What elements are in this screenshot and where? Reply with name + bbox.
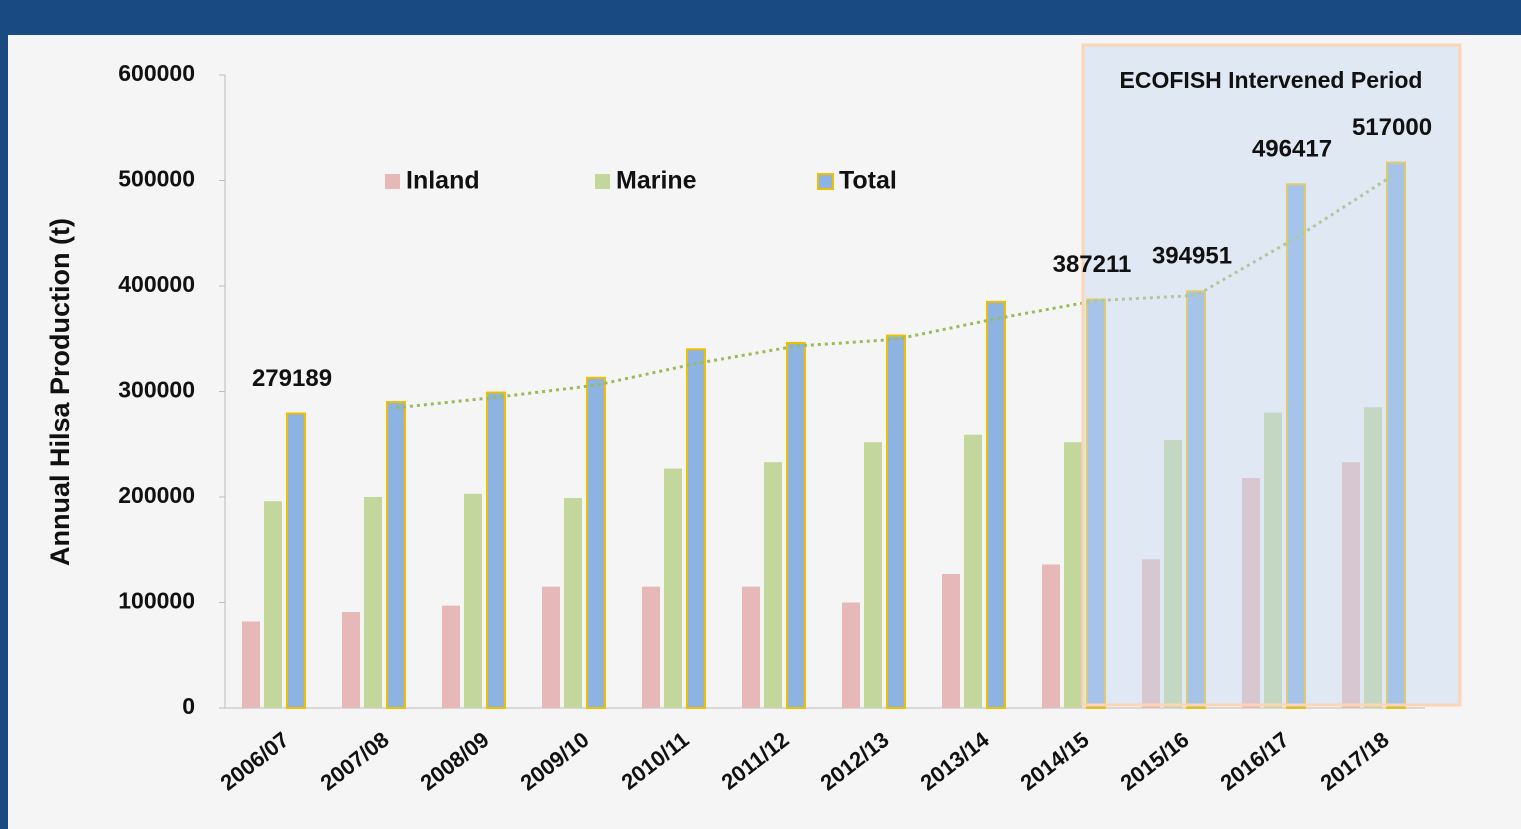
data-label: 496417 (1252, 136, 1332, 163)
bar (542, 586, 560, 708)
bar (464, 493, 482, 708)
bar (942, 574, 960, 708)
y-tick-label: 100000 (118, 588, 195, 614)
bar (842, 602, 860, 708)
bar (1142, 559, 1160, 708)
bar (764, 462, 782, 708)
bar (886, 334, 906, 709)
data-label: 387211 (1053, 251, 1132, 278)
bar (264, 501, 282, 708)
annotation: ECOFISH Intervened Period (1120, 67, 1423, 93)
y-tick-label: 0 (182, 693, 195, 719)
bar (242, 621, 260, 708)
bar (642, 586, 660, 708)
legend-label: Total (839, 167, 897, 195)
bar (1264, 412, 1282, 708)
bar (1386, 161, 1406, 709)
y-tick-label: 600000 (118, 60, 195, 86)
data-label: 394951 (1152, 243, 1232, 270)
y-tick-label: 400000 (118, 271, 195, 297)
bar (1042, 564, 1060, 708)
data-label: 517000 (1352, 114, 1432, 141)
bar (864, 442, 882, 708)
bar (1342, 462, 1360, 708)
bar (742, 586, 760, 708)
y-tick-label: 200000 (118, 482, 195, 508)
bar (1064, 442, 1082, 708)
bar (964, 434, 982, 708)
bar (342, 611, 360, 708)
bar (386, 401, 406, 709)
legend-swatch (817, 173, 834, 190)
bar (442, 605, 460, 708)
legend-swatch (595, 174, 610, 189)
bar (486, 391, 506, 709)
bar (364, 497, 382, 708)
y-tick-label: 500000 (118, 166, 195, 192)
bar (1186, 290, 1206, 709)
bar (564, 498, 582, 708)
bar (1364, 407, 1382, 708)
legend-label: Marine (616, 167, 697, 195)
bar (586, 376, 606, 709)
y-tick-label: 300000 (118, 377, 195, 403)
bar (786, 341, 806, 709)
bar (986, 300, 1006, 709)
trendline (395, 172, 1397, 410)
highlight-region (1081, 43, 1462, 707)
bar (1286, 183, 1306, 709)
bar (286, 412, 306, 709)
legend-swatch (385, 174, 400, 189)
bar (1242, 478, 1260, 708)
data-label: 279189 (252, 365, 332, 392)
legend-label: Inland (406, 167, 480, 195)
bar (664, 468, 682, 708)
bar (1164, 440, 1182, 708)
y-axis-label: Annual Hilsa Production (t) (45, 218, 75, 566)
bar (686, 348, 706, 709)
